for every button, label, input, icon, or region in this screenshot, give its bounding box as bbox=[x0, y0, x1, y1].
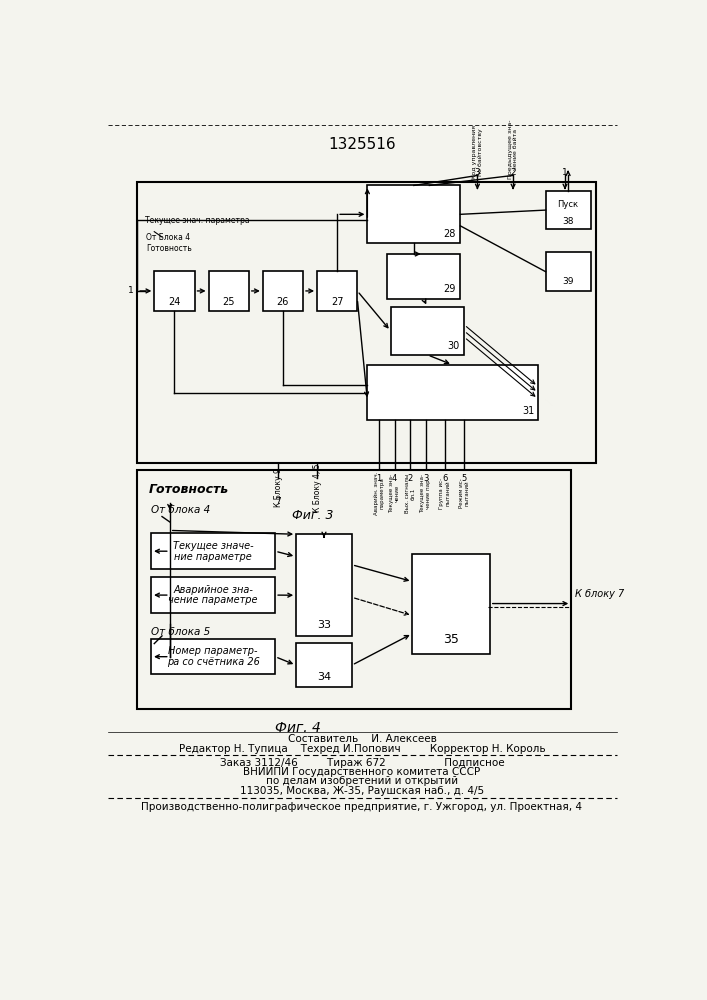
Text: 34: 34 bbox=[317, 672, 331, 682]
Text: 7: 7 bbox=[275, 497, 281, 506]
Bar bbox=[412, 554, 490, 654]
Text: 28: 28 bbox=[443, 229, 456, 239]
Bar bbox=[151, 577, 275, 613]
Text: Пуск: Пуск bbox=[558, 200, 578, 209]
Bar bbox=[391, 307, 464, 355]
Text: ние параметре: ние параметре bbox=[174, 552, 252, 562]
Text: 1: 1 bbox=[376, 474, 382, 483]
Text: Вых. сигналы
бл.1: Вых. сигналы бл.1 bbox=[404, 474, 416, 513]
Text: Предыдущее зна-
чение байта: Предыдущее зна- чение байта bbox=[508, 120, 518, 179]
Bar bbox=[546, 191, 590, 229]
Text: Фиг. 4: Фиг. 4 bbox=[275, 721, 320, 735]
Bar bbox=[317, 271, 357, 311]
Text: Составитель    И. Алексеев: Составитель И. Алексеев bbox=[288, 734, 436, 744]
Text: 5: 5 bbox=[462, 474, 467, 483]
Text: От блока 5: От блока 5 bbox=[151, 627, 211, 637]
Text: От блока 4: От блока 4 bbox=[151, 505, 211, 515]
Text: Номер параметр-: Номер параметр- bbox=[168, 646, 258, 656]
Text: Текущее значе-: Текущее значе- bbox=[173, 541, 254, 551]
Text: ра со счётника 26: ра со счётника 26 bbox=[167, 657, 259, 667]
Bar bbox=[368, 185, 460, 243]
Text: Текущее зна-
чение: Текущее зна- чение bbox=[389, 474, 400, 513]
Bar bbox=[368, 365, 538, 420]
Bar bbox=[151, 533, 275, 569]
Text: чение параметре: чение параметре bbox=[168, 595, 258, 605]
Text: К блоку 7: К блоку 7 bbox=[575, 589, 624, 599]
Text: 3: 3 bbox=[423, 474, 428, 483]
Bar bbox=[137, 470, 571, 709]
Text: 25: 25 bbox=[223, 297, 235, 307]
Text: Текущее зна-
чение пар.: Текущее зна- чение пар. bbox=[420, 474, 431, 513]
Text: 30: 30 bbox=[448, 341, 460, 351]
Bar bbox=[154, 271, 194, 311]
Text: 35: 35 bbox=[443, 633, 459, 646]
Text: 1325516: 1325516 bbox=[328, 137, 396, 152]
Text: 2: 2 bbox=[510, 168, 516, 177]
Text: 27: 27 bbox=[331, 297, 344, 307]
Text: К Блоку 9: К Блоку 9 bbox=[274, 468, 283, 507]
Text: Текущее знач. параметра: Текущее знач. параметра bbox=[145, 216, 250, 225]
Bar bbox=[263, 271, 303, 311]
Text: 3: 3 bbox=[474, 168, 480, 177]
Text: Заказ 3112/46         Тираж 672                  Подписное: Заказ 3112/46 Тираж 672 Подписное bbox=[220, 758, 504, 768]
Text: Группа ис-
пытаний: Группа ис- пытаний bbox=[440, 478, 450, 509]
Text: Готовность: Готовность bbox=[149, 483, 229, 496]
Text: 39: 39 bbox=[562, 277, 574, 286]
Text: Аварийн. знач.
параметра: Аварийн. знач. параметра bbox=[373, 472, 385, 515]
Text: ВНИИПИ Государственного комитета СССР: ВНИИПИ Государственного комитета СССР bbox=[243, 767, 481, 777]
Text: 29: 29 bbox=[443, 284, 456, 294]
Bar bbox=[296, 534, 352, 636]
Text: Готовность: Готовность bbox=[146, 244, 192, 253]
Text: 4: 4 bbox=[392, 474, 397, 483]
Bar bbox=[546, 252, 590, 291]
Text: К Блоку 4, 5: К Блоку 4, 5 bbox=[312, 463, 322, 512]
Text: Фиг. 3: Фиг. 3 bbox=[293, 509, 334, 522]
Text: Режим ис-
пытаний: Режим ис- пытаний bbox=[459, 479, 469, 508]
Text: Редактор Н. Тупица    Техред И.Попович         Корректор Н. Король: Редактор Н. Тупица Техред И.Попович Корр… bbox=[179, 744, 545, 754]
Bar bbox=[137, 182, 596, 463]
Text: 113035, Москва, Ж-35, Раушская наб., д. 4/5: 113035, Москва, Ж-35, Раушская наб., д. … bbox=[240, 786, 484, 796]
Text: Аварийное зна-: Аварийное зна- bbox=[173, 585, 253, 595]
Text: 26: 26 bbox=[276, 297, 289, 307]
Text: 38: 38 bbox=[562, 217, 574, 226]
Text: 2: 2 bbox=[407, 474, 413, 483]
Text: 6: 6 bbox=[442, 474, 448, 483]
Text: Код управления
по байтовству: Код управления по байтовству bbox=[472, 125, 483, 179]
Text: 31: 31 bbox=[522, 406, 534, 416]
Text: 1: 1 bbox=[128, 286, 134, 295]
Text: Производственно-полиграфическое предприятие, г. Ужгород, ул. Проектная, 4: Производственно-полиграфическое предприя… bbox=[141, 802, 583, 812]
Bar bbox=[387, 254, 460, 299]
Text: От Блока 4: От Блока 4 bbox=[146, 233, 191, 242]
Text: 1: 1 bbox=[562, 168, 568, 177]
Bar bbox=[151, 639, 275, 674]
Bar bbox=[209, 271, 249, 311]
Text: 33: 33 bbox=[317, 620, 331, 630]
Text: 24: 24 bbox=[168, 297, 180, 307]
Bar bbox=[296, 643, 352, 687]
Text: по делам изобретений и открытий: по делам изобретений и открытий bbox=[266, 776, 458, 786]
